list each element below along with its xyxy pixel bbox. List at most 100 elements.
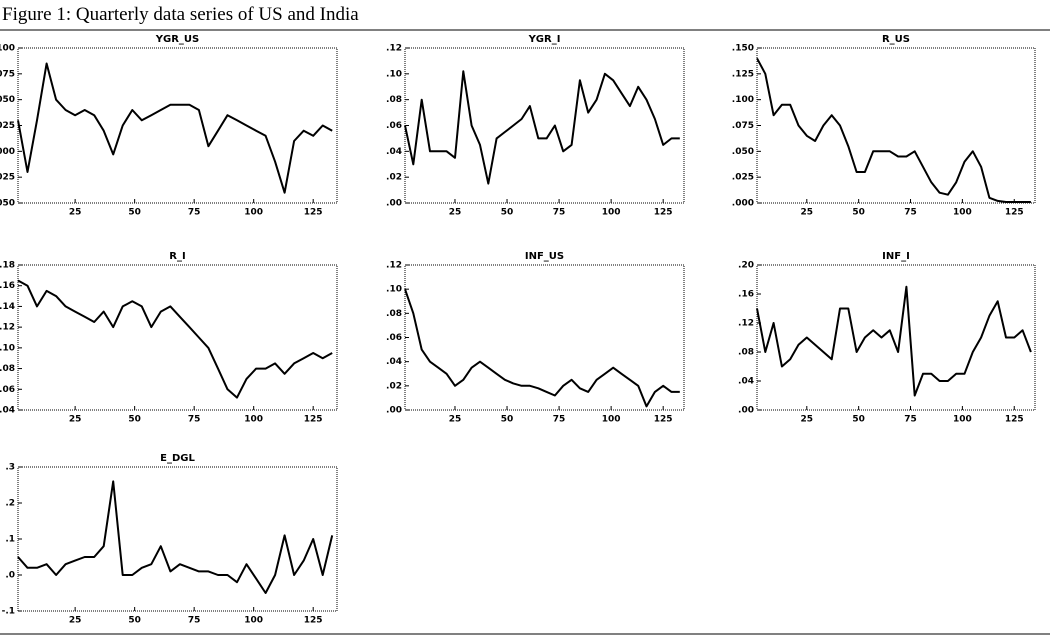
x-tick-label: 100: [953, 415, 972, 425]
y-tick-label: .00: [386, 406, 402, 416]
y-tick-label: .0: [5, 571, 15, 581]
x-tick-label: 25: [801, 415, 814, 425]
panel: YGR_US -.050 -.025 .000 .025 .050 .075 .100 25 50…: [0, 34, 338, 218]
x-tick-label: 25: [449, 208, 462, 218]
y-tick-label: .04: [386, 357, 402, 367]
panel-title: YGR_I: [528, 34, 561, 45]
x-tick-label: 125: [304, 415, 323, 425]
y-tick-label: .12: [0, 323, 15, 333]
y-tick-label: -.025: [0, 173, 15, 183]
x-tick-label: 50: [128, 208, 141, 218]
y-tick-label: .10: [0, 343, 15, 353]
panel: INF_US .00 .02 .04 .06 .08 .10 .12 25 50 75 100 125: [386, 251, 685, 425]
y-tick-label: .3: [5, 463, 15, 473]
x-tick-label: 125: [304, 208, 323, 218]
x-tick-label: 75: [904, 208, 917, 218]
x-tick-label: 100: [602, 415, 621, 425]
x-tick-label: 125: [1005, 415, 1024, 425]
panel-title: YGR_US: [155, 34, 199, 45]
y-tick-label: .000: [732, 199, 754, 209]
x-tick-label: 50: [501, 208, 514, 218]
y-tick-label: -.050: [0, 199, 15, 209]
y-tick-label: .100: [732, 95, 754, 105]
plot-frame: [17, 47, 338, 204]
y-tick-label: .20: [738, 261, 754, 271]
panel-title: R_I: [169, 251, 185, 262]
y-tick-label: .08: [386, 95, 402, 105]
y-tick-label: .1: [5, 535, 15, 545]
x-tick-label: 50: [501, 415, 514, 425]
panel: E_DGL -.1 .0 .1 .2 .3 25 50 75 100 125: [2, 453, 338, 626]
x-tick-label: 75: [553, 415, 566, 425]
x-tick-label: 25: [449, 415, 462, 425]
x-tick-label: 125: [1005, 208, 1024, 218]
caption: Figure 1: Quarterly data series of US an…: [2, 4, 359, 25]
y-tick-label: .16: [738, 290, 754, 300]
y-tick-label: .02: [386, 173, 402, 183]
panel: YGR_I .00 .02 .04 .06 .08 .10 .12 25 50 75 100 125: [386, 34, 685, 218]
y-tick-label: .14: [0, 302, 15, 312]
y-tick-label: .04: [386, 147, 402, 157]
x-tick-label: 25: [69, 208, 82, 218]
y-tick-label: .050: [732, 147, 754, 157]
x-tick-label: 50: [128, 415, 141, 425]
y-tick-label: .025: [732, 173, 754, 183]
panel: R_US .000 .025 .050 .075 .100 .125 .150 25 50 75 10…: [732, 34, 1036, 218]
y-tick-label: .12: [386, 44, 402, 54]
plot-frame: [404, 264, 685, 411]
panel: INF_I .00 .04 .08 .12 .16 .20 25 50 75 100 125: [738, 251, 1036, 425]
series-line: [404, 288, 680, 408]
y-tick-label: .06: [386, 333, 402, 343]
series-line: [756, 285, 1032, 397]
x-tick-label: 75: [553, 208, 566, 218]
x-tick-label: 75: [188, 616, 201, 626]
x-tick-label: 75: [904, 415, 917, 425]
panel-title: INF_I: [882, 251, 910, 262]
x-tick-label: 100: [244, 208, 263, 218]
x-tick-label: 100: [244, 616, 263, 626]
y-tick-label: .08: [0, 364, 15, 374]
y-tick-label: .08: [738, 348, 754, 358]
x-tick-label: 125: [654, 208, 673, 218]
y-tick-label: .12: [386, 261, 402, 271]
y-tick-label: .2: [5, 499, 15, 509]
y-tick-label: .16: [0, 281, 15, 291]
y-tick-label: .04: [738, 377, 754, 387]
y-tick-label: .12: [738, 319, 754, 329]
panel-title: E_DGL: [160, 453, 195, 464]
y-tick-label: .075: [0, 69, 15, 79]
x-tick-label: 25: [69, 616, 82, 626]
x-tick-label: 50: [128, 616, 141, 626]
y-tick-label: .10: [386, 285, 402, 295]
panel-title: R_US: [882, 34, 910, 45]
y-tick-label: .18: [0, 261, 15, 271]
y-tick-label: .100: [0, 44, 15, 54]
y-tick-label: -.1: [2, 607, 15, 617]
y-tick-label: .06: [386, 121, 402, 131]
y-tick-label: .06: [0, 385, 15, 395]
y-tick-label: .08: [386, 309, 402, 319]
x-tick-label: 25: [69, 415, 82, 425]
y-tick-label: .02: [386, 381, 402, 391]
x-tick-label: 50: [852, 415, 865, 425]
plot-frame: [404, 47, 685, 204]
x-tick-label: 100: [244, 415, 263, 425]
y-tick-label: .10: [386, 69, 402, 79]
x-tick-label: 100: [953, 208, 972, 218]
y-tick-label: .075: [732, 121, 754, 131]
y-tick-label: .025: [0, 121, 15, 131]
panel-title: INF_US: [525, 251, 564, 262]
y-tick-label: .000: [0, 147, 15, 157]
x-tick-label: 75: [188, 208, 201, 218]
y-tick-label: .125: [732, 69, 754, 79]
plot-frame: [17, 466, 338, 612]
y-tick-label: .00: [386, 199, 402, 209]
y-tick-label: .04: [0, 406, 15, 416]
x-tick-label: 100: [602, 208, 621, 218]
y-tick-label: .050: [0, 95, 15, 105]
x-tick-label: 125: [304, 616, 323, 626]
series-line: [17, 279, 333, 399]
panel: R_I .04 .06 .08 .10 .12 .14 .16 .18 25 50 75 100 125: [0, 251, 338, 425]
x-tick-label: 125: [654, 415, 673, 425]
